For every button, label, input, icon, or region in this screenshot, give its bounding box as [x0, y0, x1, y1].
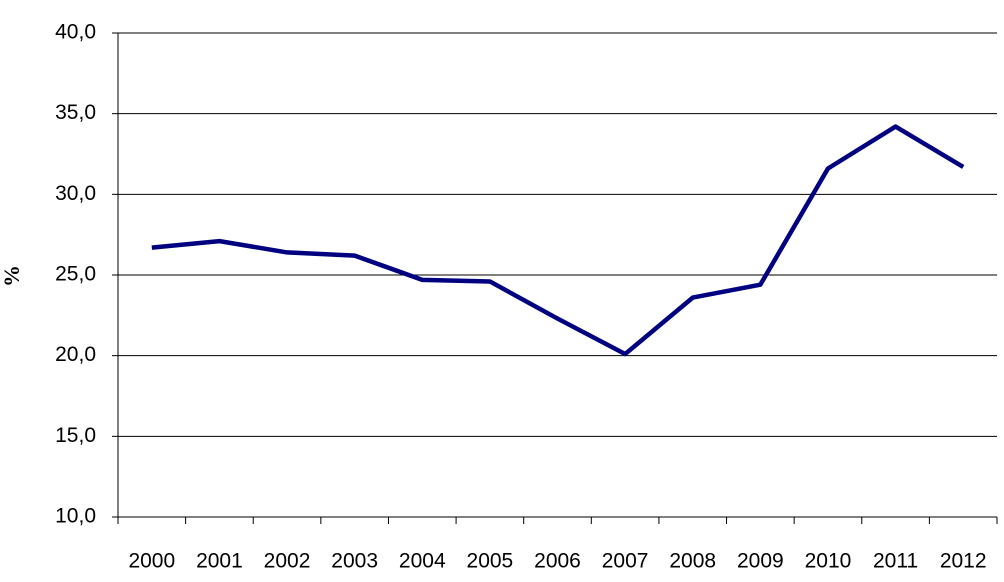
x-tick-label: 2011: [873, 550, 918, 573]
y-tick-label: 25,0: [55, 263, 96, 286]
y-tick-label: 20,0: [55, 343, 96, 366]
y-tick-label: 30,0: [55, 182, 96, 205]
x-tick-label: 2005: [467, 550, 514, 573]
y-axis-title: %: [0, 265, 24, 287]
x-tick-label: 2006: [534, 550, 581, 573]
x-tick-label: 2001: [196, 550, 243, 573]
y-tick-label: 15,0: [55, 424, 96, 447]
y-tick-label: 10,0: [55, 505, 96, 528]
x-tick-label: 2003: [331, 550, 378, 573]
x-tick-label: 2008: [669, 550, 716, 573]
x-tick-label: 2007: [602, 550, 649, 573]
x-tick-label: 2000: [128, 550, 175, 573]
data-line: [151, 124, 965, 357]
x-tick-label: 2010: [805, 550, 852, 573]
x-tick-label: 2004: [399, 550, 446, 573]
y-tick-label: 35,0: [55, 101, 96, 124]
x-tick-label: 2012: [940, 550, 987, 573]
y-tick-label: 40,0: [55, 21, 96, 44]
x-tick-label: 2002: [264, 550, 311, 573]
x-tick-label: 2009: [737, 550, 784, 573]
